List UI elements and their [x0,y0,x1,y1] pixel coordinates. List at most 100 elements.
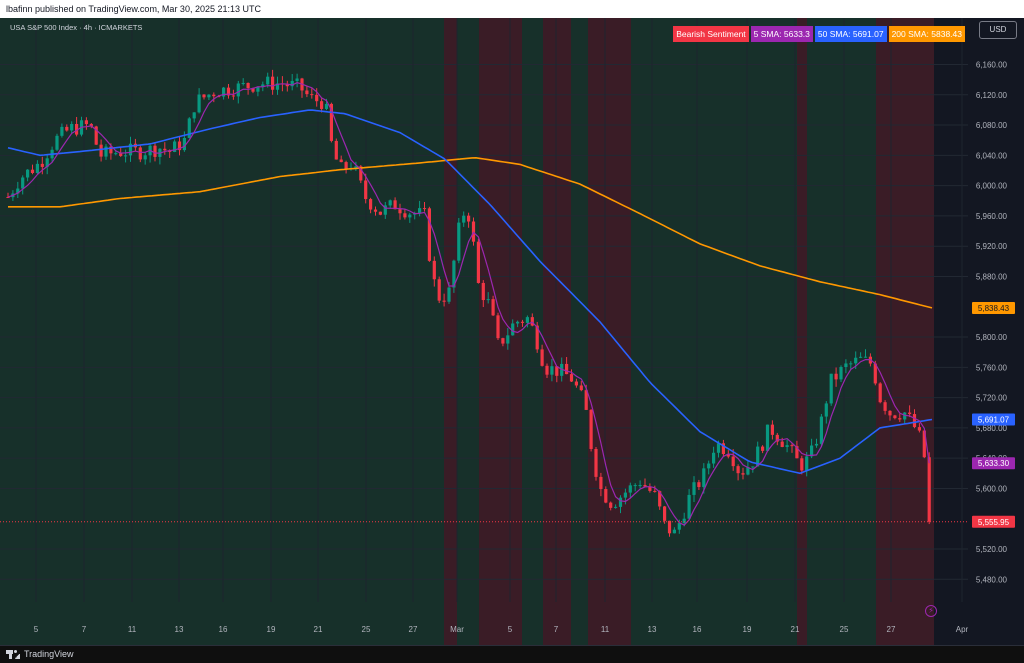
tradingview-logo: TradingView [6,649,74,659]
candle-body [604,489,608,503]
candle-body [187,118,191,138]
candle-body [26,169,30,178]
candle-body [153,145,157,157]
y-tick-label: 5,480.00 [976,575,1008,584]
price-label: 5,555.95 [978,518,1010,527]
x-tick-label: 13 [175,625,184,634]
candle-body [516,321,520,324]
x-tick-label: 5 [508,625,513,634]
candle-body [569,374,574,382]
candle-body [114,153,118,155]
x-tick-label: Mar [450,625,464,634]
candle-body [594,448,598,477]
candle-body [143,155,147,160]
candle-body [236,83,240,97]
candle-body [721,443,725,455]
legend-50-sma[interactable]: 50 SMA: 5691.07 [814,26,887,42]
candle-body [829,373,833,404]
candle-body [192,112,196,119]
legend-5-sma[interactable]: 5 SMA: 5633.3 [750,26,813,42]
candle-body [530,317,534,326]
candle-body [354,166,358,168]
candle-body [16,188,20,194]
candle-body [751,466,755,468]
candle-body [75,123,79,135]
x-tick-label: 19 [743,625,752,634]
x-tick-label: 16 [219,625,228,634]
candle-body [275,83,280,90]
candle-body [844,363,848,368]
tradingview-brand-text: TradingView [24,649,74,659]
candle-body [462,215,466,223]
candle-body [177,141,182,151]
candle-body [574,381,578,386]
candle-body [506,335,510,344]
candle-body [819,416,823,444]
candle-body [761,446,765,451]
candle-body [579,385,583,391]
candle-body [859,356,863,358]
candle-body [369,199,373,210]
candle-body [339,159,343,163]
price-label: 5,633.30 [978,459,1010,468]
tradingview-logo-icon [6,649,20,659]
candle-body [65,126,69,131]
candle-body [128,143,133,156]
candle-body [359,166,363,181]
candle-body [765,424,770,451]
candle-body [927,457,931,522]
candle-body [898,418,902,420]
candle-body [344,162,348,169]
candle-body [535,325,539,350]
candle-body [486,299,490,301]
candle-body [124,155,128,157]
candle-body [609,502,613,508]
candle-body [726,454,730,457]
candle-body [893,415,897,419]
candle-body [707,463,711,469]
currency-button[interactable]: USD [979,21,1017,39]
candle-body [770,424,774,435]
legend-bearish-sentiment[interactable]: Bearish Sentiment [673,26,749,42]
x-tick-label: 11 [128,625,137,634]
y-tick-label: 6,080.00 [976,121,1008,130]
price-label-box [972,413,1015,426]
candle-body [780,441,784,447]
candle-body [261,84,265,88]
y-tick-label: 6,000.00 [976,182,1008,191]
candle-body [202,94,206,98]
price-chart[interactable]: 6,160.00 6,120.00 6,080.00 6,040.00 6,000.00… [0,18,1024,645]
x-tick-label: 5 [34,625,39,634]
y-tick-label: 5,920.00 [976,242,1008,251]
candle-body [702,468,706,488]
candle-body [373,209,378,212]
x-tick-label: 21 [314,625,323,634]
candle-body [310,94,314,96]
candle-body [398,209,402,214]
candle-body [481,282,485,301]
candle-body [496,315,500,339]
legend-200-sma[interactable]: 200 SMA: 5838.43 [888,26,965,42]
price-label-box [972,457,1015,470]
candle-body [805,456,809,471]
candle-body [305,90,309,95]
flash-icon[interactable]: ⚡ [925,605,937,617]
candle-body [378,211,382,215]
candle-body [736,466,740,474]
candle-body [40,163,44,167]
candle-body [555,366,559,376]
candle-body [912,414,917,428]
x-tick-label: 7 [82,625,87,634]
publisher-bar: lbafinn published on TradingView.com, Ma… [0,0,1024,18]
candle-body [231,95,235,97]
x-tick-label: 7 [554,625,559,634]
bearish-zone [543,18,571,645]
footer-bar: TradingView [0,645,1024,663]
candle-body [315,94,319,102]
candle-body [104,146,108,157]
candle-body [217,96,221,98]
candle-body [618,497,623,507]
candle-body [712,452,716,464]
candle-body [525,317,529,323]
x-tick-label: 25 [362,625,371,634]
